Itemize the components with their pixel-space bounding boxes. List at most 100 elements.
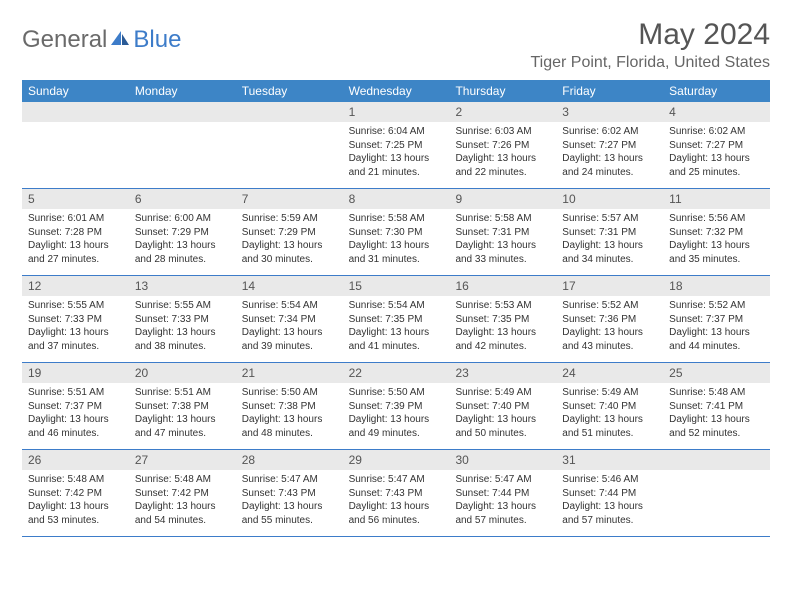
brand-blue: Blue	[133, 26, 181, 54]
sunset-text: Sunset: 7:31 PM	[455, 226, 550, 240]
day-cell: 7Sunrise: 5:59 AMSunset: 7:29 PMDaylight…	[236, 189, 343, 275]
daylight-text: Daylight: 13 hours and 35 minutes.	[669, 239, 764, 266]
day-header-thu: Thursday	[449, 80, 556, 102]
day-header-fri: Friday	[556, 80, 663, 102]
day-cell: 12Sunrise: 5:55 AMSunset: 7:33 PMDayligh…	[22, 276, 129, 362]
day-header-sun: Sunday	[22, 80, 129, 102]
day-header-row: Sunday Monday Tuesday Wednesday Thursday…	[22, 80, 770, 102]
sunrise-text: Sunrise: 5:54 AM	[349, 299, 444, 313]
day-body: Sunrise: 5:48 AMSunset: 7:42 PMDaylight:…	[129, 470, 236, 533]
day-number: 13	[129, 276, 236, 296]
day-body	[129, 122, 236, 131]
day-header-wed: Wednesday	[343, 80, 450, 102]
day-number	[22, 102, 129, 122]
sunrise-text: Sunrise: 6:03 AM	[455, 125, 550, 139]
sunset-text: Sunset: 7:38 PM	[135, 400, 230, 414]
day-body: Sunrise: 5:50 AMSunset: 7:39 PMDaylight:…	[343, 383, 450, 446]
day-number: 10	[556, 189, 663, 209]
sunrise-text: Sunrise: 5:46 AM	[562, 473, 657, 487]
day-body: Sunrise: 5:46 AMSunset: 7:44 PMDaylight:…	[556, 470, 663, 533]
daylight-text: Daylight: 13 hours and 38 minutes.	[135, 326, 230, 353]
week-row: 26Sunrise: 5:48 AMSunset: 7:42 PMDayligh…	[22, 450, 770, 537]
day-number: 28	[236, 450, 343, 470]
day-cell: 5Sunrise: 6:01 AMSunset: 7:28 PMDaylight…	[22, 189, 129, 275]
sunset-text: Sunset: 7:36 PM	[562, 313, 657, 327]
day-body: Sunrise: 5:47 AMSunset: 7:43 PMDaylight:…	[236, 470, 343, 533]
day-body: Sunrise: 6:00 AMSunset: 7:29 PMDaylight:…	[129, 209, 236, 272]
day-number: 18	[663, 276, 770, 296]
sunset-text: Sunset: 7:26 PM	[455, 139, 550, 153]
sunset-text: Sunset: 7:32 PM	[669, 226, 764, 240]
daylight-text: Daylight: 13 hours and 53 minutes.	[28, 500, 123, 527]
day-number: 16	[449, 276, 556, 296]
sunset-text: Sunset: 7:33 PM	[135, 313, 230, 327]
day-number: 25	[663, 363, 770, 383]
day-number	[663, 450, 770, 470]
day-cell: 14Sunrise: 5:54 AMSunset: 7:34 PMDayligh…	[236, 276, 343, 362]
sunset-text: Sunset: 7:28 PM	[28, 226, 123, 240]
day-body: Sunrise: 5:52 AMSunset: 7:36 PMDaylight:…	[556, 296, 663, 359]
day-cell: 13 Sunrise: 5:55 AMSunset: 7:33 PMDayligh…	[129, 276, 236, 362]
sunrise-text: Sunrise: 5:48 AM	[135, 473, 230, 487]
daylight-text: Daylight: 13 hours and 33 minutes.	[455, 239, 550, 266]
daylight-text: Daylight: 13 hours and 24 minutes.	[562, 152, 657, 179]
day-body: Sunrise: 5:54 AMSunset: 7:35 PMDaylight:…	[343, 296, 450, 359]
daylight-text: Daylight: 13 hours and 44 minutes.	[669, 326, 764, 353]
day-number: 12	[22, 276, 129, 296]
daylight-text: Daylight: 13 hours and 30 minutes.	[242, 239, 337, 266]
daylight-text: Daylight: 13 hours and 28 minutes.	[135, 239, 230, 266]
sunrise-text: Sunrise: 5:57 AM	[562, 212, 657, 226]
daylight-text: Daylight: 13 hours and 39 minutes.	[242, 326, 337, 353]
sunrise-text: Sunrise: 5:58 AM	[349, 212, 444, 226]
day-number: 22	[343, 363, 450, 383]
sunrise-text: Sunrise: 5:47 AM	[455, 473, 550, 487]
sunrise-text: Sunrise: 6:02 AM	[669, 125, 764, 139]
daylight-text: Daylight: 13 hours and 55 minutes.	[242, 500, 337, 527]
day-body: Sunrise: 5:58 AMSunset: 7:31 PMDaylight:…	[449, 209, 556, 272]
sunrise-text: Sunrise: 5:55 AM	[28, 299, 123, 313]
day-header-tue: Tuesday	[236, 80, 343, 102]
sunrise-text: Sunrise: 5:51 AM	[28, 386, 123, 400]
day-number: 2	[449, 102, 556, 122]
sunset-text: Sunset: 7:35 PM	[349, 313, 444, 327]
sunset-text: Sunset: 7:40 PM	[562, 400, 657, 414]
day-number: 6	[129, 189, 236, 209]
day-number: 21	[236, 363, 343, 383]
sunset-text: Sunset: 7:27 PM	[562, 139, 657, 153]
header: General Blue May 2024 Tiger Point, Flori…	[22, 18, 770, 72]
day-body: Sunrise: 5:55 AMSunset: 7:33 PMDaylight:…	[22, 296, 129, 359]
week-row: 19Sunrise: 5:51 AMSunset: 7:37 PMDayligh…	[22, 363, 770, 450]
day-body: Sunrise: 5:48 AMSunset: 7:42 PMDaylight:…	[22, 470, 129, 533]
daylight-text: Daylight: 13 hours and 47 minutes.	[135, 413, 230, 440]
sunset-text: Sunset: 7:30 PM	[349, 226, 444, 240]
day-cell	[236, 102, 343, 188]
day-body: Sunrise: 5:56 AMSunset: 7:32 PMDaylight:…	[663, 209, 770, 272]
day-cell: 22Sunrise: 5:50 AMSunset: 7:39 PMDayligh…	[343, 363, 450, 449]
day-header-mon: Monday	[129, 80, 236, 102]
day-number: 4	[663, 102, 770, 122]
sunrise-text: Sunrise: 5:52 AM	[562, 299, 657, 313]
day-cell: 6Sunrise: 6:00 AMSunset: 7:29 PMDaylight…	[129, 189, 236, 275]
sunrise-text: Sunrise: 5:53 AM	[455, 299, 550, 313]
day-cell: 19Sunrise: 5:51 AMSunset: 7:37 PMDayligh…	[22, 363, 129, 449]
sunrise-text: Sunrise: 5:48 AM	[28, 473, 123, 487]
day-body: Sunrise: 6:02 AMSunset: 7:27 PMDaylight:…	[556, 122, 663, 185]
day-body	[22, 122, 129, 131]
sunrise-text: Sunrise: 5:48 AM	[669, 386, 764, 400]
sunset-text: Sunset: 7:38 PM	[242, 400, 337, 414]
sunrise-text: Sunrise: 5:51 AM	[135, 386, 230, 400]
sunrise-text: Sunrise: 5:55 AM	[135, 299, 230, 313]
day-body: Sunrise: 5:51 AMSunset: 7:38 PMDaylight:…	[129, 383, 236, 446]
sunset-text: Sunset: 7:37 PM	[28, 400, 123, 414]
day-number: 14	[236, 276, 343, 296]
day-body: Sunrise: 5:49 AMSunset: 7:40 PMDaylight:…	[556, 383, 663, 446]
daylight-text: Daylight: 13 hours and 43 minutes.	[562, 326, 657, 353]
day-body: Sunrise: 5:50 AMSunset: 7:38 PMDaylight:…	[236, 383, 343, 446]
day-body: Sunrise: 5:47 AMSunset: 7:43 PMDaylight:…	[343, 470, 450, 533]
sunrise-text: Sunrise: 5:49 AM	[455, 386, 550, 400]
sunrise-text: Sunrise: 6:04 AM	[349, 125, 444, 139]
day-cell: 15Sunrise: 5:54 AMSunset: 7:35 PMDayligh…	[343, 276, 450, 362]
daylight-text: Daylight: 13 hours and 37 minutes.	[28, 326, 123, 353]
day-number: 27	[129, 450, 236, 470]
day-body: Sunrise: 5:57 AMSunset: 7:31 PMDaylight:…	[556, 209, 663, 272]
